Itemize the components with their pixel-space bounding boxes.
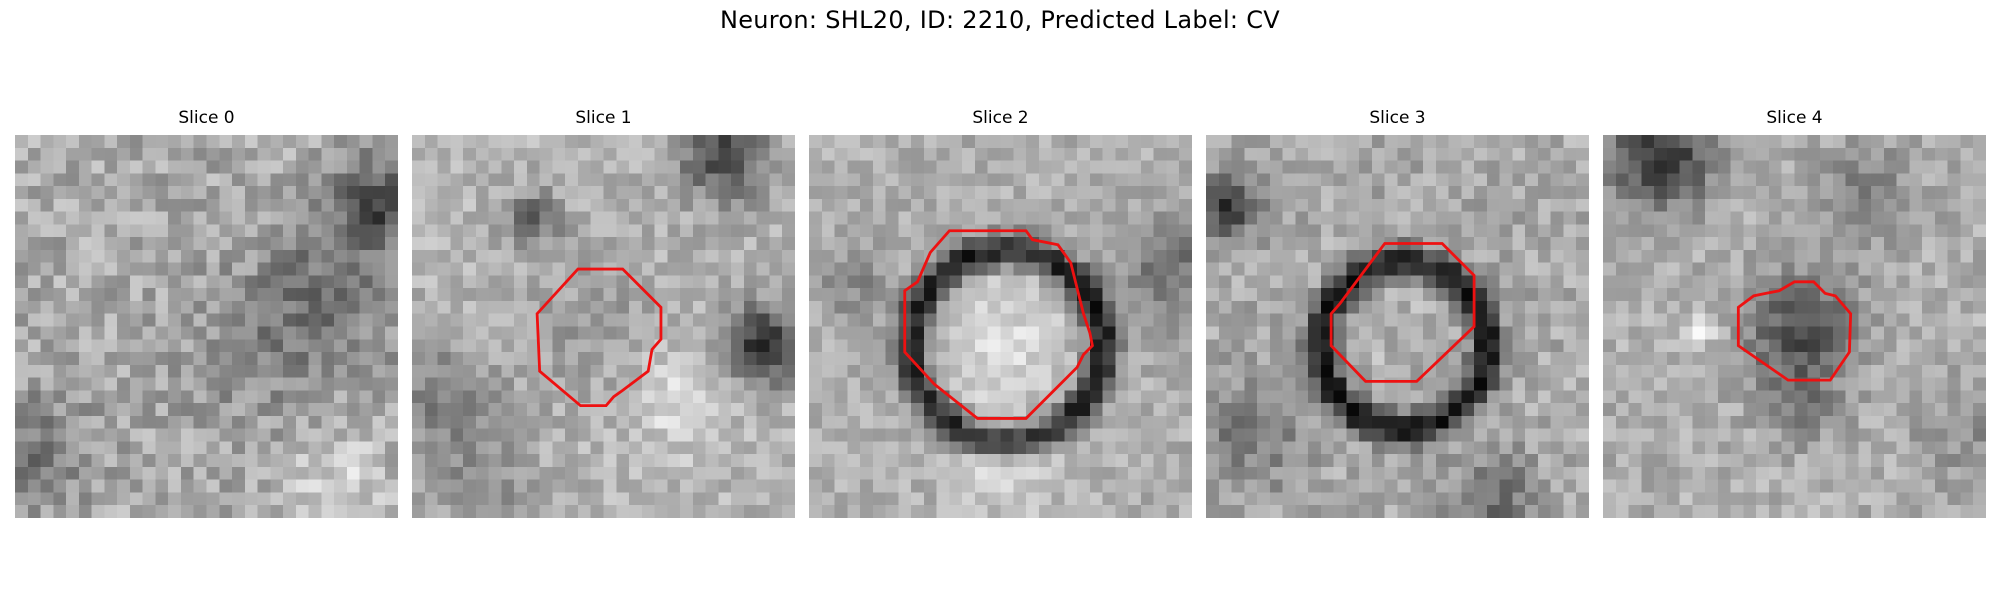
slice-image-1	[412, 135, 795, 518]
slice-image-3	[1206, 135, 1589, 518]
segmentation-contour-3	[1329, 242, 1476, 383]
slice-title-1: Slice 1	[575, 108, 632, 128]
slice-image-4	[1603, 135, 1986, 518]
segmentation-contour-2	[903, 229, 1094, 420]
segmentation-contour-1	[535, 267, 663, 408]
figure-title: Neuron: SHL20, ID: 2210, Predicted Label…	[719, 6, 1281, 34]
slice-title-2: Slice 2	[972, 108, 1029, 128]
segmentation-contour-4	[1736, 280, 1853, 382]
slice-title-4: Slice 4	[1766, 108, 1823, 128]
slice-title-0: Slice 0	[178, 108, 235, 128]
slice-image-2	[809, 135, 1192, 518]
slice-image-0	[15, 135, 398, 518]
slice-title-3: Slice 3	[1369, 108, 1426, 128]
